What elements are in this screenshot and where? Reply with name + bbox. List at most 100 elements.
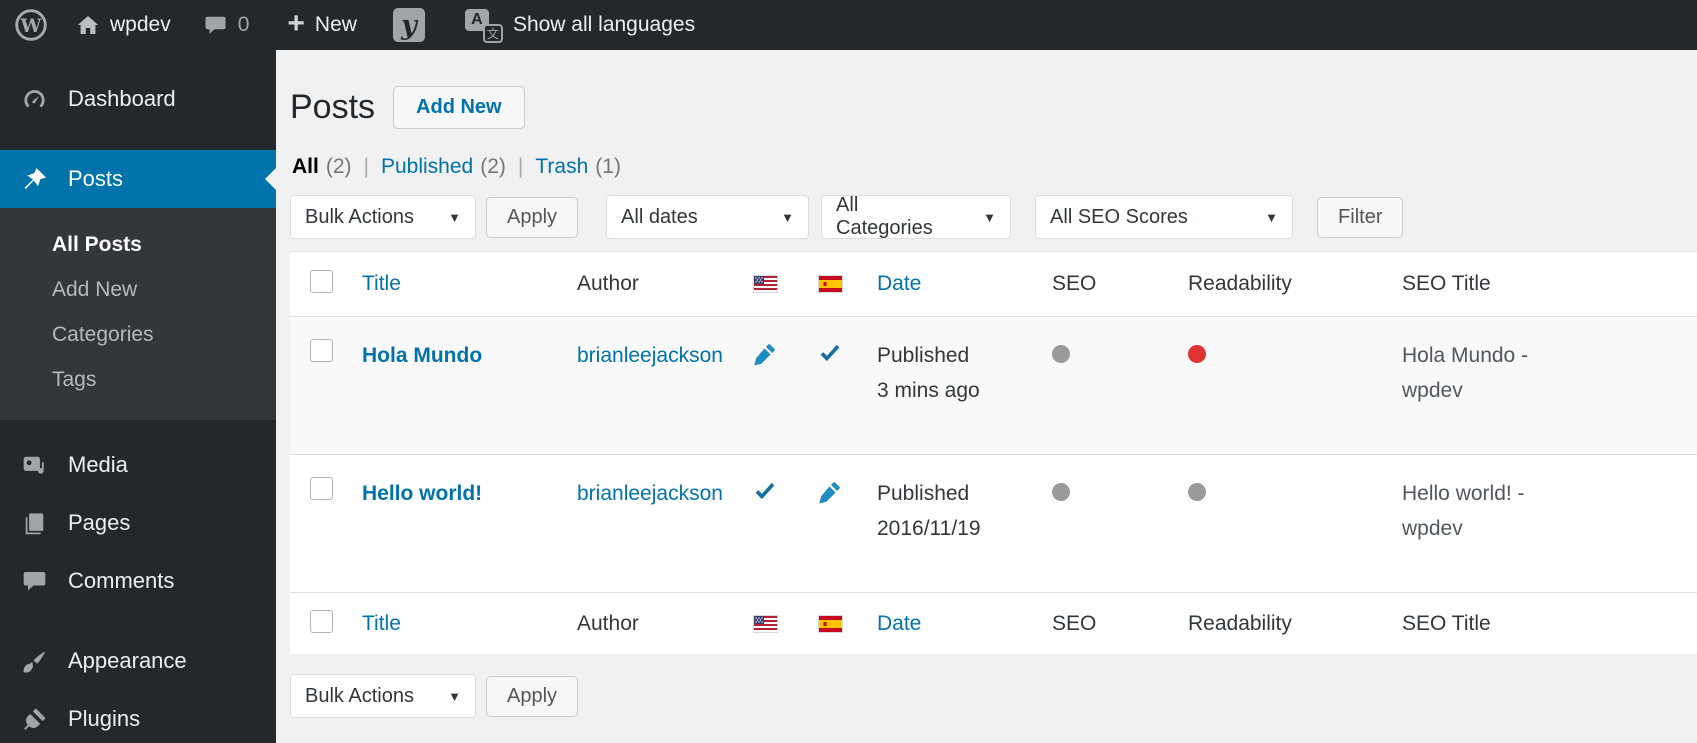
filter-all-link[interactable]: All bbox=[292, 155, 319, 178]
dates-filter-select[interactable]: All dates ▼ bbox=[606, 195, 810, 239]
chevron-down-icon: ▼ bbox=[983, 209, 997, 225]
check-icon[interactable] bbox=[818, 341, 842, 365]
filter-button[interactable]: Filter bbox=[1317, 196, 1404, 238]
post-status: Published bbox=[877, 344, 970, 367]
column-header-seo-title: SEO Title bbox=[1402, 611, 1491, 635]
sidebar-item-dashboard[interactable]: Dashboard bbox=[0, 70, 276, 128]
admin-bar-show-all-languages[interactable]: A 文 Show all languages bbox=[464, 7, 696, 43]
comment-count: 0 bbox=[237, 13, 250, 36]
submenu-tags[interactable]: Tags bbox=[52, 368, 97, 391]
sidebar-item-label: Comments bbox=[68, 568, 175, 593]
column-header-seo: SEO bbox=[1052, 272, 1097, 295]
dashboard-gauge-icon bbox=[16, 86, 52, 113]
submenu-all-posts[interactable]: All Posts bbox=[52, 233, 142, 256]
sidebar-item-label: Posts bbox=[68, 166, 124, 191]
bottom-filter-bar: Bulk Actions ▼ Apply bbox=[290, 674, 1697, 718]
add-new-button[interactable]: Add New bbox=[393, 86, 525, 129]
submenu-add-new[interactable]: Add New bbox=[52, 278, 138, 301]
post-date: 2016/11/19 bbox=[877, 516, 981, 540]
filter-trash: Trash (1) bbox=[506, 155, 621, 179]
row-checkbox[interactable] bbox=[310, 339, 333, 362]
spain-flag-icon bbox=[795, 615, 865, 632]
us-flag-icon bbox=[735, 276, 795, 292]
comment-bubble-icon bbox=[203, 13, 228, 38]
site-name: wpdev bbox=[110, 13, 171, 36]
column-header-seo-title: SEO Title bbox=[1402, 272, 1491, 295]
chevron-down-icon: ▼ bbox=[781, 209, 795, 225]
svg-text:W: W bbox=[20, 15, 43, 37]
column-header-title[interactable]: Title bbox=[362, 611, 401, 635]
column-header-title[interactable]: Title bbox=[362, 272, 401, 295]
pushpin-icon bbox=[16, 166, 52, 193]
post-seo-title: Hello world! - wpdev bbox=[1402, 482, 1525, 540]
main-content: Posts Add New All (2) Published (2) Tras… bbox=[276, 50, 1697, 743]
table-row: Hola Mundo brianleejackson Published 3 m… bbox=[290, 316, 1697, 454]
filter-all: All (2) bbox=[292, 155, 352, 179]
column-header-readability: Readability bbox=[1188, 272, 1292, 295]
select-all-checkbox[interactable] bbox=[310, 609, 333, 633]
admin-bar-comments[interactable]: 0 bbox=[203, 13, 250, 38]
plug-icon bbox=[16, 706, 52, 733]
bulk-actions-select[interactable]: Bulk Actions ▼ bbox=[290, 195, 476, 239]
column-header-date[interactable]: Date bbox=[877, 611, 922, 635]
post-date: 3 mins ago bbox=[877, 378, 980, 402]
filter-published-link[interactable]: Published bbox=[380, 155, 474, 178]
yoast-seo-icon[interactable]: y bbox=[392, 8, 425, 42]
admin-bar-site-link[interactable]: wpdev bbox=[76, 13, 171, 37]
table-header-row: Title Author Date SEO Readability SEO Ti… bbox=[290, 252, 1697, 316]
column-header-date[interactable]: Date bbox=[877, 272, 922, 295]
sidebar-item-appearance[interactable]: Appearance bbox=[0, 632, 276, 690]
sidebar-item-label: Pages bbox=[68, 510, 131, 535]
filter-trash-count: (1) bbox=[595, 155, 621, 178]
media-icon bbox=[16, 452, 52, 479]
sidebar-item-plugins[interactable]: Plugins bbox=[0, 690, 276, 743]
sidebar-item-comments[interactable]: Comments bbox=[0, 552, 276, 610]
filter-all-count: (2) bbox=[325, 155, 352, 178]
select-all-checkbox[interactable] bbox=[310, 270, 333, 293]
wordpress-logo-icon[interactable]: W bbox=[14, 8, 48, 42]
apply-button[interactable]: Apply bbox=[486, 196, 579, 238]
post-author-link[interactable]: brianleejackson bbox=[577, 344, 723, 367]
post-status: Published bbox=[877, 482, 970, 505]
pencil-icon[interactable] bbox=[817, 479, 843, 505]
check-icon[interactable] bbox=[753, 479, 777, 503]
posts-submenu: All Posts Add New Categories Tags bbox=[0, 208, 276, 420]
post-title-link[interactable]: Hola Mundo bbox=[362, 344, 483, 367]
table-row: Hello world! brianleejackson Published 2… bbox=[290, 454, 1697, 592]
sidebar-item-pages[interactable]: Pages bbox=[0, 494, 276, 552]
sidebar-item-posts[interactable]: Posts bbox=[0, 150, 276, 208]
bulk-actions-select[interactable]: Bulk Actions ▼ bbox=[290, 674, 476, 718]
categories-filter-select[interactable]: All Categories ▼ bbox=[821, 194, 1012, 239]
pencil-icon[interactable] bbox=[752, 341, 778, 367]
plus-icon: + bbox=[287, 6, 305, 40]
post-author-link[interactable]: brianleejackson bbox=[577, 482, 723, 505]
readability-score-dot bbox=[1188, 483, 1206, 501]
sidebar-item-media[interactable]: Media bbox=[0, 436, 276, 494]
pages-icon bbox=[16, 510, 52, 537]
admin-bar: W wpdev 0 + New y A 文 Show all languages bbox=[0, 0, 1697, 50]
row-checkbox[interactable] bbox=[310, 477, 333, 500]
us-flag-icon bbox=[735, 615, 795, 632]
sidebar-item-label: Plugins bbox=[68, 706, 141, 731]
column-header-readability: Readability bbox=[1188, 611, 1292, 635]
column-header-author: Author bbox=[577, 611, 639, 635]
page-title: Posts bbox=[290, 88, 376, 126]
filter-published-count: (2) bbox=[480, 155, 506, 178]
post-seo-title: Hola Mundo - wpdev bbox=[1402, 344, 1529, 402]
seo-score-dot bbox=[1052, 345, 1070, 363]
show-all-languages-label: Show all languages bbox=[512, 13, 696, 36]
paintbrush-icon bbox=[16, 648, 52, 675]
filter-trash-link[interactable]: Trash bbox=[535, 155, 589, 178]
post-title-link[interactable]: Hello world! bbox=[362, 482, 483, 505]
apply-button[interactable]: Apply bbox=[486, 675, 579, 717]
seo-scores-filter-select[interactable]: All SEO Scores ▼ bbox=[1035, 195, 1294, 239]
sidebar-item-label: Media bbox=[68, 452, 128, 477]
admin-sidebar: Dashboard Posts All Posts Add New Catego… bbox=[0, 50, 276, 743]
filter-published: Published (2) bbox=[352, 155, 506, 179]
chevron-down-icon: ▼ bbox=[1265, 209, 1279, 225]
sidebar-item-label: Appearance bbox=[68, 648, 187, 673]
home-icon bbox=[76, 13, 100, 37]
admin-bar-new[interactable]: + New bbox=[287, 6, 357, 40]
sidebar-item-label: Dashboard bbox=[68, 86, 176, 111]
submenu-categories[interactable]: Categories bbox=[52, 323, 154, 346]
